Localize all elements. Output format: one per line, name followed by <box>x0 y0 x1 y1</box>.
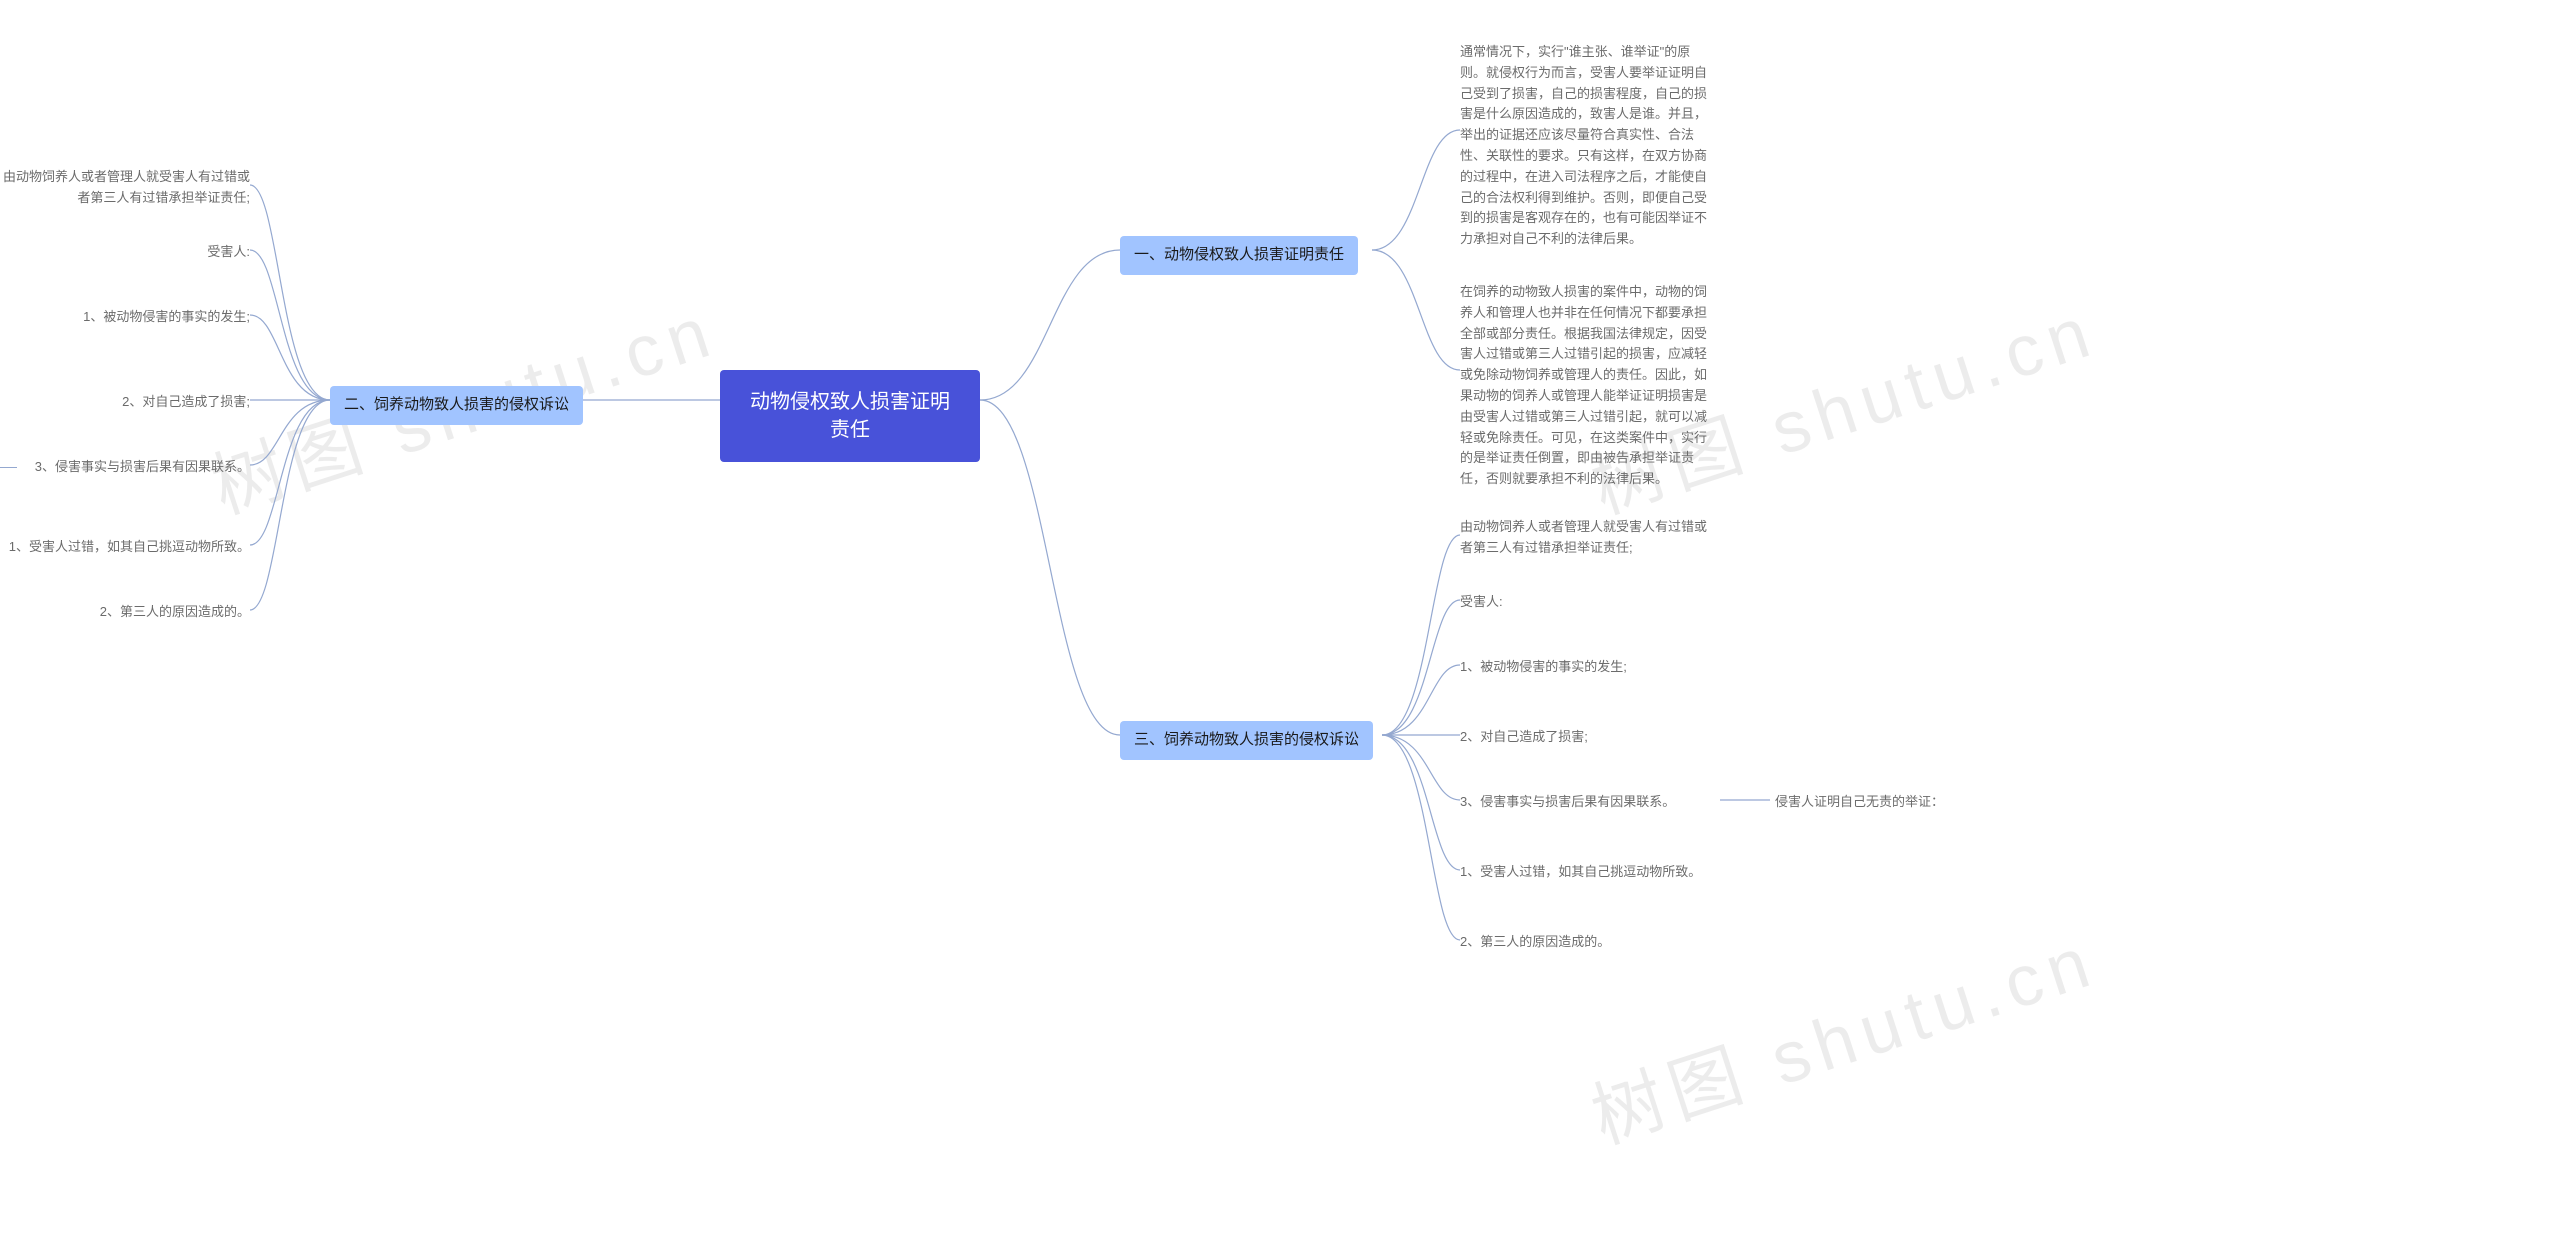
leaf-b2-0: 由动物饲养人或者管理人就受害人有过错或者第三人有过错承担举证责任; <box>0 165 250 211</box>
leaf-b2-6: 2、第三人的原因造成的。 <box>100 600 250 625</box>
leaf-text: 由动物饲养人或者管理人就受害人有过错或者第三人有过错承担举证责任; <box>1460 517 1710 559</box>
leaf-text: 在饲养的动物致人损害的案件中，动物的饲养人和管理人也并非在任何情况下都要承担全部… <box>1460 282 1710 490</box>
leaf-text: 2、对自己造成了损害; <box>1460 727 1588 748</box>
leaf-b2-4: 侵害人证明自己无责的举证： 3、侵害事实与损害后果有因果联系。 <box>0 455 250 480</box>
leaf-b3-4: 3、侵害事实与损害后果有因果联系。 <box>1460 790 1675 815</box>
leaf-text: 受害人: <box>1460 592 1503 613</box>
leaf-text: 1、受害人过错，如其自己挑逗动物所致。 <box>1460 862 1701 883</box>
root-label: 动物侵权致人损害证明责任 <box>748 388 952 444</box>
leaf-text: 受害人: <box>207 242 250 263</box>
leaf-b3-5: 1、受害人过错，如其自己挑逗动物所致。 <box>1460 860 1701 885</box>
branch-label: 一、动物侵权致人损害证明责任 <box>1134 244 1344 267</box>
leaf-b1-0: 通常情况下，实行"谁主张、谁举证"的原则。就侵权行为而言，受害人要举证证明自己受… <box>1460 40 1710 252</box>
branch-label: 二、饲养动物致人损害的侵权诉讼 <box>344 394 569 417</box>
leaf-b3-4-sub: 侵害人证明自己无责的举证： <box>1775 790 1944 815</box>
leaf-text: 1、受害人过错，如其自己挑逗动物所致。 <box>9 537 250 558</box>
leaf-text: 2、第三人的原因造成的。 <box>1460 932 1610 953</box>
leaf-b2-5: 1、受害人过错，如其自己挑逗动物所致。 <box>9 535 250 560</box>
leaf-b3-0: 由动物饲养人或者管理人就受害人有过错或者第三人有过错承担举证责任; <box>1460 515 1710 561</box>
leaf-b1-1: 在饲养的动物致人损害的案件中，动物的饲养人和管理人也并非在任何情况下都要承担全部… <box>1460 280 1710 492</box>
leaf-b3-2: 1、被动物侵害的事实的发生; <box>1460 655 1627 680</box>
branch-2: 二、饲养动物致人损害的侵权诉讼 <box>330 386 583 425</box>
leaf-text: 3、侵害事实与损害后果有因果联系。 <box>1460 792 1675 813</box>
leaf-b2-1: 受害人: <box>207 240 250 265</box>
leaf-text: 通常情况下，实行"谁主张、谁举证"的原则。就侵权行为而言，受害人要举证证明自己受… <box>1460 42 1710 250</box>
watermark: 树图 shutu.cn <box>1577 902 2108 1164</box>
leaf-b2-3: 2、对自己造成了损害; <box>122 390 250 415</box>
connector-lines <box>0 0 2560 1242</box>
root-node: 动物侵权致人损害证明责任 <box>720 370 980 462</box>
leaf-text: 由动物饲养人或者管理人就受害人有过错或者第三人有过错承担举证责任; <box>0 167 250 209</box>
leaf-b3-6: 2、第三人的原因造成的。 <box>1460 930 1610 955</box>
leaf-text: 2、第三人的原因造成的。 <box>100 602 250 623</box>
branch-label: 三、饲养动物致人损害的侵权诉讼 <box>1134 729 1359 752</box>
leaf-b3-3: 2、对自己造成了损害; <box>1460 725 1588 750</box>
leaf-text: 1、被动物侵害的事实的发生; <box>1460 657 1627 678</box>
leaf-text: 3、侵害事实与损害后果有因果联系。 <box>35 457 250 478</box>
leaf-text: 2、对自己造成了损害; <box>122 392 250 413</box>
leaf-text: 1、被动物侵害的事实的发生; <box>83 307 250 328</box>
leaf-b3-1: 受害人: <box>1460 590 1503 615</box>
branch-3: 三、饲养动物致人损害的侵权诉讼 <box>1120 721 1373 760</box>
branch-1: 一、动物侵权致人损害证明责任 <box>1120 236 1358 275</box>
leaf-b2-2: 1、被动物侵害的事实的发生; <box>83 305 250 330</box>
leaf-text: 侵害人证明自己无责的举证： <box>1775 792 1944 813</box>
